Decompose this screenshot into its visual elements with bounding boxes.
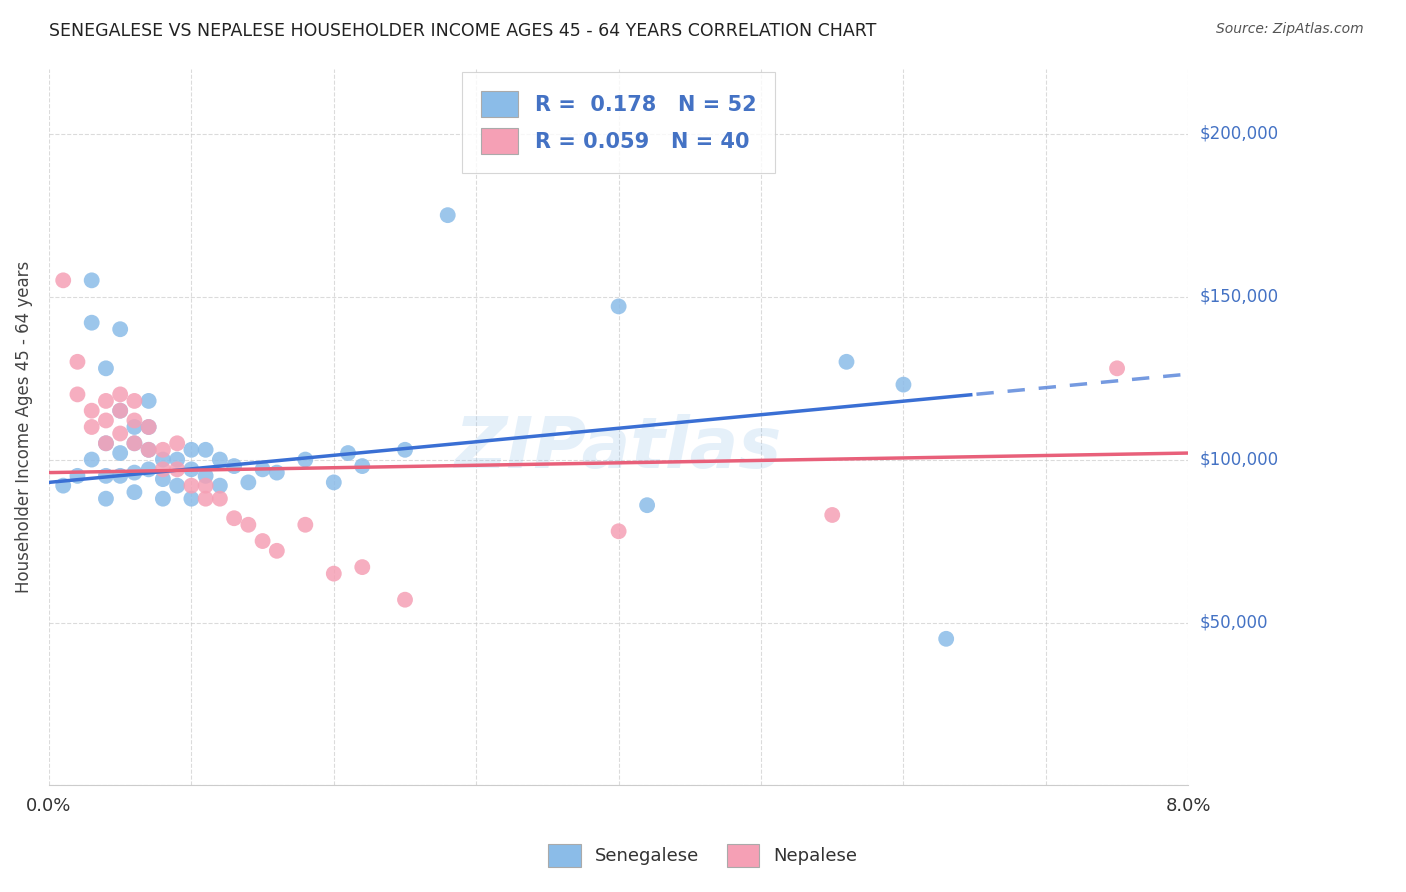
Point bbox=[208, 478, 231, 492]
Point bbox=[66, 355, 89, 369]
Y-axis label: Householder Income Ages 45 - 64 years: Householder Income Ages 45 - 64 years bbox=[15, 260, 32, 593]
Point bbox=[124, 436, 146, 450]
Point bbox=[80, 273, 103, 287]
Point bbox=[166, 478, 188, 492]
Point bbox=[152, 462, 174, 476]
Point bbox=[80, 420, 103, 434]
Point bbox=[66, 387, 89, 401]
Point bbox=[108, 387, 131, 401]
Point bbox=[108, 403, 131, 417]
Point bbox=[194, 478, 217, 492]
Point bbox=[893, 377, 915, 392]
Point bbox=[166, 436, 188, 450]
Point bbox=[138, 442, 160, 457]
Point bbox=[80, 452, 103, 467]
Point bbox=[194, 442, 217, 457]
Legend: Senegalese, Nepalese: Senegalese, Nepalese bbox=[541, 837, 865, 874]
Text: $200,000: $200,000 bbox=[1199, 125, 1278, 143]
Point bbox=[252, 462, 274, 476]
Text: $50,000: $50,000 bbox=[1199, 614, 1268, 632]
Point bbox=[152, 491, 174, 506]
Point bbox=[138, 420, 160, 434]
Point bbox=[138, 420, 160, 434]
Point bbox=[108, 446, 131, 460]
Point bbox=[124, 436, 146, 450]
Point bbox=[124, 466, 146, 480]
Point bbox=[166, 462, 188, 476]
Point bbox=[166, 452, 188, 467]
Point bbox=[124, 420, 146, 434]
Point bbox=[80, 316, 103, 330]
Point bbox=[337, 446, 360, 460]
Point bbox=[238, 475, 260, 490]
Point bbox=[394, 442, 416, 457]
Point bbox=[322, 475, 344, 490]
Text: ZIPatlas: ZIPatlas bbox=[456, 414, 782, 483]
Point bbox=[152, 442, 174, 457]
Point bbox=[94, 393, 117, 408]
Point bbox=[108, 403, 131, 417]
Point bbox=[294, 452, 316, 467]
Point bbox=[180, 442, 202, 457]
Point bbox=[152, 452, 174, 467]
Point bbox=[108, 426, 131, 441]
Point bbox=[124, 485, 146, 500]
Point bbox=[252, 534, 274, 549]
Point bbox=[80, 403, 103, 417]
Point bbox=[294, 517, 316, 532]
Legend: R =  0.178   N = 52, R = 0.059   N = 40: R = 0.178 N = 52, R = 0.059 N = 40 bbox=[463, 71, 775, 173]
Point bbox=[352, 459, 374, 474]
Point bbox=[394, 592, 416, 607]
Point bbox=[224, 459, 246, 474]
Point bbox=[66, 468, 89, 483]
Point bbox=[208, 491, 231, 506]
Point bbox=[138, 462, 160, 476]
Point bbox=[352, 560, 374, 574]
Point bbox=[94, 413, 117, 427]
Point bbox=[108, 468, 131, 483]
Point bbox=[138, 393, 160, 408]
Text: $100,000: $100,000 bbox=[1199, 450, 1278, 468]
Point bbox=[94, 361, 117, 376]
Point bbox=[124, 413, 146, 427]
Point bbox=[52, 273, 75, 287]
Point bbox=[94, 436, 117, 450]
Point bbox=[821, 508, 844, 522]
Point bbox=[108, 322, 131, 336]
Point bbox=[1107, 361, 1129, 376]
Point bbox=[935, 632, 957, 646]
Point bbox=[194, 491, 217, 506]
Point bbox=[224, 511, 246, 525]
Point bbox=[607, 524, 630, 539]
Point bbox=[194, 468, 217, 483]
Point bbox=[94, 436, 117, 450]
Point bbox=[180, 478, 202, 492]
Point bbox=[322, 566, 344, 581]
Point bbox=[180, 462, 202, 476]
Point bbox=[208, 452, 231, 467]
Text: Source: ZipAtlas.com: Source: ZipAtlas.com bbox=[1216, 22, 1364, 37]
Point bbox=[180, 491, 202, 506]
Point bbox=[266, 544, 288, 558]
Point bbox=[607, 300, 630, 314]
Point bbox=[94, 468, 117, 483]
Point bbox=[124, 393, 146, 408]
Point bbox=[238, 517, 260, 532]
Point bbox=[436, 208, 458, 222]
Point bbox=[266, 466, 288, 480]
Text: SENEGALESE VS NEPALESE HOUSEHOLDER INCOME AGES 45 - 64 YEARS CORRELATION CHART: SENEGALESE VS NEPALESE HOUSEHOLDER INCOM… bbox=[49, 22, 876, 40]
Text: $150,000: $150,000 bbox=[1199, 287, 1278, 306]
Point bbox=[52, 478, 75, 492]
Point bbox=[835, 355, 858, 369]
Point bbox=[636, 498, 658, 512]
Point bbox=[94, 491, 117, 506]
Point bbox=[152, 472, 174, 486]
Point bbox=[138, 442, 160, 457]
